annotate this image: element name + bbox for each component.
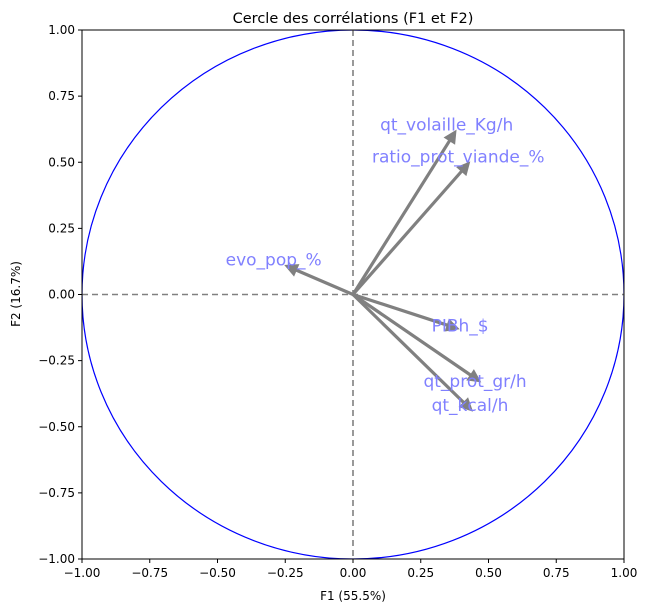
vector-arrowhead <box>466 369 482 383</box>
vector-arrow <box>351 170 463 296</box>
vector-arrowhead <box>458 397 474 412</box>
y-tick-label: −0.75 <box>38 486 75 500</box>
y-tick-label: −0.25 <box>38 354 75 368</box>
vector-arrow <box>351 139 451 296</box>
x-tick-label: 0.25 <box>407 566 434 580</box>
x-tick-label: −1.00 <box>64 566 101 580</box>
vector-arrowhead <box>443 129 457 145</box>
plot-area <box>82 30 624 559</box>
y-tick-label: 0.50 <box>48 155 75 169</box>
y-tick-label: −1.00 <box>38 552 75 566</box>
vector-label: ratio_prot_viande_% <box>372 147 545 167</box>
x-tick-label: 0.75 <box>543 566 570 580</box>
x-tick-label: 0.00 <box>340 566 367 580</box>
y-tick-label: 0.25 <box>48 221 75 235</box>
chart-title: Cercle des corrélations (F1 et F2) <box>233 11 474 27</box>
x-tick-label: −0.50 <box>199 566 236 580</box>
x-axis-label: F1 (55.5%) <box>320 589 386 603</box>
vector-arrow <box>351 293 465 404</box>
x-tick-label: −0.75 <box>131 566 168 580</box>
x-tick-label: 0.50 <box>475 566 502 580</box>
x-tick-label: −0.25 <box>267 566 304 580</box>
axes-frame <box>81 29 625 560</box>
y-tick-label: 0.75 <box>48 89 75 103</box>
vector-label: qt_prot_gr/h <box>423 372 526 392</box>
y-tick-label: 0.00 <box>48 288 75 302</box>
vector-arrow <box>295 268 354 296</box>
vector-labels: qt_volaille_Kg/h ratio_prot_viande_% evo_p… <box>226 116 545 416</box>
axis-ticks: −1.00 −0.75 −0.50 −0.25 0.00 0.25 0.50 0.75 1.00… <box>38 23 637 580</box>
vector-arrow <box>352 292 448 327</box>
vector-arrowhead <box>444 318 460 332</box>
vector-arrow <box>352 293 472 377</box>
vector-label: qt_kcal/h <box>432 396 509 416</box>
vector-arrowhead <box>284 264 300 277</box>
vector-arrowhead <box>456 161 471 177</box>
y-tick-label: −0.50 <box>38 420 75 434</box>
x-tick-label: 1.00 <box>611 566 638 580</box>
vector-label: PIBh_$ <box>432 317 489 337</box>
y-axis-label: F2 (16.7%) <box>9 261 23 327</box>
vector-label: evo_pop_% <box>226 250 322 270</box>
vector-label: qt_volaille_Kg/h <box>380 116 513 136</box>
y-tick-label: 1.00 <box>48 23 75 37</box>
